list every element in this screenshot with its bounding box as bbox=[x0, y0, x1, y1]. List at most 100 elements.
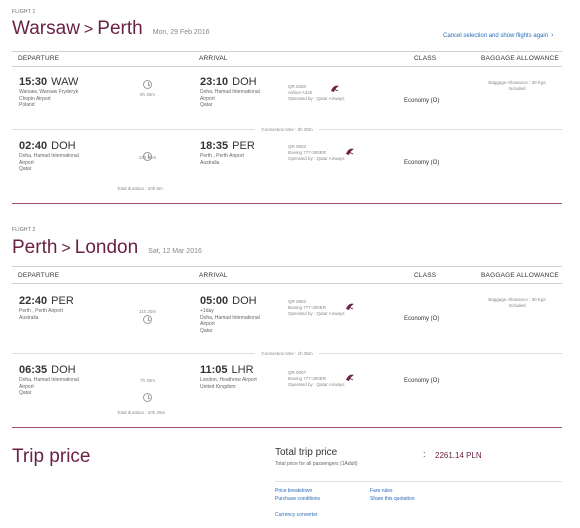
departure-place: Warsaw, Warsaw Fryderyk Chopin Airport P… bbox=[19, 89, 78, 109]
arrival-time: 05:00 DOH bbox=[200, 295, 257, 307]
header-class: CLASS bbox=[414, 55, 437, 62]
cancel-selection-label[interactable]: Cancel selection and show flights again bbox=[443, 33, 549, 39]
cabin-class: Economy (O) bbox=[404, 316, 440, 322]
connection-bar: Connection time : 1h 35m bbox=[12, 351, 562, 356]
departure-time-value: 06:35 bbox=[19, 364, 48, 376]
arrival-time: 11:05 LHR bbox=[200, 364, 254, 376]
fare-rules-link[interactable]: Fare rules bbox=[370, 488, 393, 494]
place-line: Chopin Airport bbox=[19, 95, 51, 102]
aircraft-type: Boeing 777-300ER bbox=[288, 305, 327, 310]
flight-2-section: FLIGHT 2 Perth > London Sat, 12 Mar 2016… bbox=[0, 18, 580, 428]
arrival-time-value: 18:35 bbox=[200, 140, 229, 152]
connection-time: Connection time : 3h 30m bbox=[261, 127, 313, 132]
route-destination: Perth bbox=[97, 18, 143, 39]
total-duration: Total duration : 20h 25m bbox=[117, 410, 166, 415]
arrival-code: DOH bbox=[232, 295, 257, 307]
price-colon: : bbox=[423, 449, 426, 459]
flight-info: QR 0903 Boeing 777-300ER Operated by : Q… bbox=[288, 299, 345, 317]
place-line: Airport bbox=[19, 383, 34, 390]
share-quotation-link[interactable]: Share this quotation bbox=[370, 496, 415, 502]
arrival-code: DOH bbox=[232, 76, 257, 88]
baggage-line: Included bbox=[508, 86, 526, 91]
route-destination: London bbox=[74, 237, 139, 258]
operated-by: Operated by : Qatar Airways bbox=[288, 311, 345, 316]
place-line: Qatar bbox=[19, 390, 32, 396]
place-line: Airport bbox=[19, 159, 34, 166]
flight-info: QR 0903 Boeing 777-300ER Operated by : Q… bbox=[288, 144, 345, 162]
header-divider bbox=[12, 66, 562, 67]
header-arrival: ARRIVAL bbox=[199, 272, 228, 279]
route-date: Mon, 29 Feb 2016 bbox=[152, 29, 210, 36]
connection-line bbox=[12, 129, 256, 130]
departure-place: Doha, Hamad International Airport Qatar bbox=[19, 153, 79, 173]
place-line: London, Heathrow Airport bbox=[200, 377, 257, 383]
clock-icon bbox=[143, 393, 152, 402]
clock-icon bbox=[143, 152, 152, 161]
airline-logo-icon bbox=[346, 303, 354, 310]
flight-number[interactable]: QR 0903 bbox=[288, 299, 307, 304]
header-divider bbox=[12, 51, 562, 52]
route-arrow-icon: > bbox=[61, 240, 71, 257]
segment-row: 22:40 PER Perth , Perth Airport Australia… bbox=[0, 18, 580, 334]
operated-by: Operated by : Qatar Airways bbox=[288, 96, 345, 101]
trip-divider bbox=[275, 481, 562, 482]
place-line: Doha, Hamad International bbox=[19, 153, 79, 159]
chevron-right-icon: › bbox=[551, 32, 554, 39]
header-arrival: ARRIVAL bbox=[199, 55, 228, 62]
price-breakdown-link[interactable]: Price breakdown bbox=[275, 488, 313, 494]
aircraft-type: Boeing 777-300ER bbox=[288, 376, 327, 381]
baggage-line: Baggage Allowance : 30 Kgs bbox=[488, 297, 546, 302]
baggage-line: Included bbox=[508, 303, 526, 308]
connection-line bbox=[318, 129, 562, 130]
place-line: Airport bbox=[200, 95, 215, 102]
place-line: United Kingdom bbox=[200, 383, 236, 390]
flight-info: QR 0260 Airbus A320 Operated by : Qatar … bbox=[288, 84, 345, 102]
currency-converter-link[interactable]: Currency converter bbox=[275, 512, 318, 518]
total-price-amount: 2261.14 PLN bbox=[435, 451, 482, 460]
flight-label: FLIGHT 2 bbox=[12, 227, 36, 233]
departure-code: WAW bbox=[51, 76, 79, 88]
departure-time-value: 22:40 bbox=[19, 295, 48, 307]
total-duration: Total duration : 20h 5m bbox=[117, 186, 163, 191]
aircraft-type: Boeing 777-300ER bbox=[288, 150, 327, 155]
arrival-place: Perth , Perth Airport Australia bbox=[200, 153, 244, 166]
arrival-time-value: 05:00 bbox=[200, 295, 229, 307]
purchase-conditions-link[interactable]: Purchase conditions bbox=[275, 496, 321, 502]
flight-number[interactable]: QR 0903 bbox=[288, 144, 307, 149]
place-line: Warsaw, Warsaw Fryderyk bbox=[19, 89, 79, 95]
flight-info: QR 0007 Boeing 777-300ER Operated by : Q… bbox=[288, 370, 345, 388]
arrival-time-value: 23:10 bbox=[200, 76, 229, 88]
operated-by: Operated by : Qatar Airways bbox=[288, 382, 345, 387]
header-class: CLASS bbox=[414, 272, 437, 279]
connection-bar: Connection time : 3h 30m bbox=[12, 127, 562, 132]
arrival-code: PER bbox=[232, 140, 255, 152]
place-line: Australia bbox=[19, 314, 39, 321]
flight-number[interactable]: QR 0260 bbox=[288, 84, 307, 89]
flight-divider bbox=[12, 427, 562, 428]
airline-logo-icon bbox=[346, 374, 354, 381]
flight-number[interactable]: QR 0007 bbox=[288, 370, 307, 375]
departure-time: 15:30 WAW bbox=[19, 76, 78, 88]
departure-time: 22:40 PER bbox=[19, 295, 74, 307]
segment-row: 15:30 WAW Warsaw, Warsaw Fryderyk Chopin … bbox=[0, 0, 580, 108]
flight-label: FLIGHT 1 bbox=[12, 9, 36, 15]
place-line: +1day bbox=[200, 308, 214, 314]
cabin-class: Economy (O) bbox=[404, 98, 440, 104]
baggage-allowance: Baggage Allowance : 30 Kgs Included bbox=[478, 80, 556, 92]
flight-1-section: FLIGHT 1 Warsaw > Perth Mon, 29 Feb 2016… bbox=[0, 0, 580, 204]
departure-code: DOH bbox=[51, 140, 76, 152]
total-trip-price-label: Total trip price bbox=[275, 447, 338, 458]
arrival-code: LHR bbox=[231, 364, 254, 376]
route-origin: Warsaw bbox=[12, 18, 80, 39]
cancel-selection-link[interactable]: Cancel selection and show flights again › bbox=[443, 32, 553, 39]
route-origin: Perth bbox=[12, 237, 58, 258]
header-baggage: BAGGAGE ALLOWANCE bbox=[481, 55, 559, 62]
arrival-time: 23:10 DOH bbox=[200, 76, 257, 88]
segment-row: 02:40 DOH Doha, Hamad International Airpo… bbox=[0, 9, 580, 172]
connection-line bbox=[12, 353, 256, 354]
header-baggage: BAGGAGE ALLOWANCE bbox=[481, 272, 559, 279]
place-line: Airport bbox=[200, 321, 215, 327]
segment-row: 06:35 DOH Doha, Hamad International Airpo… bbox=[0, 27, 580, 402]
header-divider bbox=[12, 266, 562, 267]
arrival-time-value: 11:05 bbox=[200, 364, 228, 376]
